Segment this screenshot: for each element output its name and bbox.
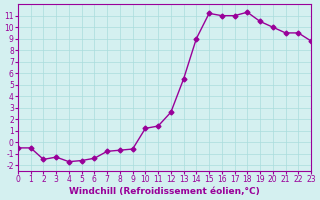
X-axis label: Windchill (Refroidissement éolien,°C): Windchill (Refroidissement éolien,°C) (69, 187, 260, 196)
